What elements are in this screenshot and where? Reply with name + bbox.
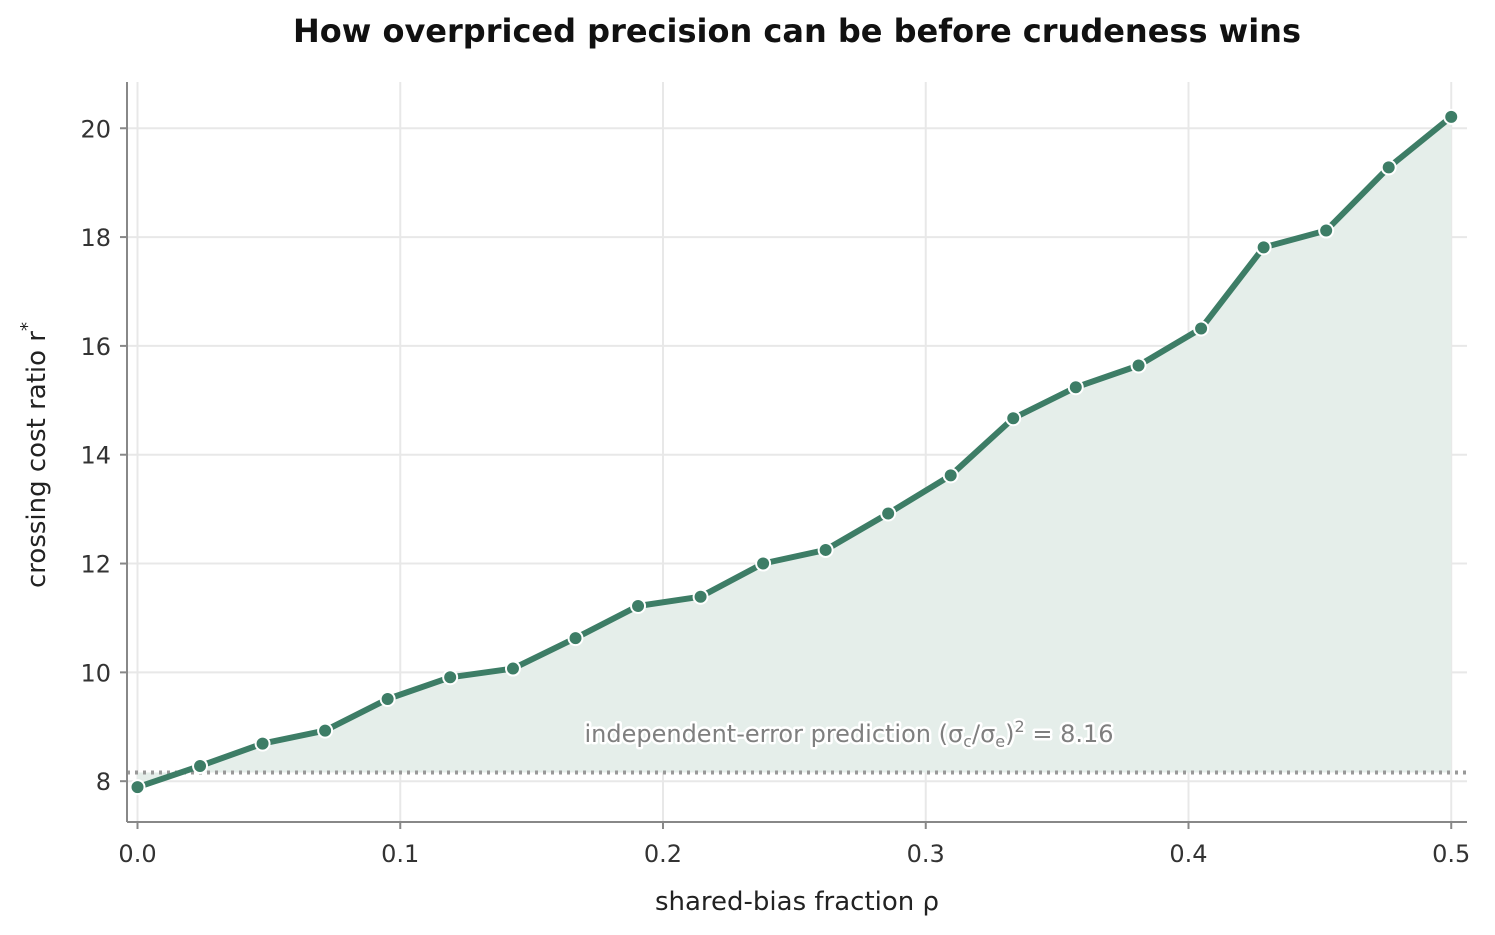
annotation-suffix: = 8.16 [1025,720,1114,748]
data-point [630,597,647,614]
y-axis-label: crossing cost ratio r* [17,322,52,588]
data-point [880,505,897,522]
annotation-sub-c: c [963,732,972,751]
data-point [755,555,772,572]
data-point [1255,239,1272,256]
data-point [1193,320,1210,337]
x-tick-label: 0.4 [1169,840,1207,868]
data-point [1067,379,1084,396]
data-point [1380,159,1397,176]
data-point [129,779,146,796]
data-point [442,669,459,686]
x-tick-label: 0.0 [118,840,156,868]
data-point [692,588,709,605]
reference-annotation: independent-error prediction (σc/σe)2 = … [584,717,1113,751]
x-axis-label: shared-bias fraction ρ [655,887,939,917]
x-tick-label: 0.3 [907,840,945,868]
y-tick-label: 10 [80,659,111,687]
x-tick-label: 0.5 [1432,840,1470,868]
y-ticks: 8 10 12 14 16 18 20 [80,115,127,796]
series-line [134,113,1455,791]
data-point [942,467,959,484]
y-tick-label: 18 [80,224,111,252]
y-tick-label: 16 [80,333,111,361]
y-axis-label-main: crossing cost ratio r [22,331,52,588]
data-point [192,757,209,774]
y-tick-label: 12 [80,551,111,579]
data-point [254,735,271,752]
data-point [817,541,834,558]
chart-title: How overpriced precision can be before c… [293,12,1301,50]
data-point [504,660,521,677]
x-tick-label: 0.1 [381,840,419,868]
y-axis-label-sup: * [17,322,38,331]
annotation-prefix: independent-error prediction (σ [584,720,963,748]
data-point [1130,357,1147,374]
annotation-close: ) [1005,720,1014,748]
y-tick-label: 8 [96,768,111,796]
annotation-sub-e: e [995,732,1005,751]
y-tick-label: 14 [80,442,111,470]
data-point [567,630,584,647]
x-ticks: 0.0 0.1 0.2 0.3 0.4 0.5 [118,822,1470,868]
data-point [1318,222,1335,239]
data-point [379,691,396,708]
y-tick-label: 20 [80,115,111,143]
x-tick-label: 0.2 [644,840,682,868]
annotation-sup: 2 [1015,717,1025,736]
annotation-mid: /σ [972,720,995,748]
data-points [129,108,1460,796]
data-point [1443,108,1460,125]
area-fill [137,116,1452,788]
data-point [1005,410,1022,427]
data-point [317,722,334,739]
